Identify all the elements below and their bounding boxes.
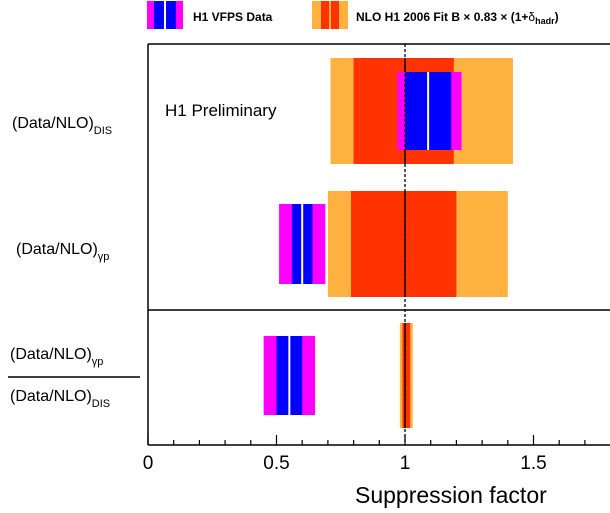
legend-nlo-swatch bbox=[312, 1, 348, 29]
row-label-gp: (Data/NLO)γp bbox=[16, 241, 109, 263]
legend-data-swatch bbox=[147, 1, 183, 29]
row-label-ratio-den-main: (Data/NLO) bbox=[10, 388, 92, 405]
legend-nlo-label: NLO H1 2006 Fit B × 0.83 × (1+δhadr) bbox=[356, 10, 559, 26]
legend-nlo-label-delta: δ bbox=[528, 10, 535, 24]
preliminary-annotation: H1 Preliminary bbox=[165, 101, 277, 120]
row-label-ratio-num-main: (Data/NLO) bbox=[10, 346, 92, 363]
row-label-ratio: (Data/NLO)γp (Data/NLO)DIS bbox=[8, 346, 140, 410]
legend-nlo-label-main: NLO H1 2006 Fit B × 0.83 × (1+ bbox=[356, 10, 528, 24]
bands bbox=[263, 58, 513, 428]
legend-data-swatch-line bbox=[164, 1, 166, 29]
legend-data-label: H1 VFPS Data bbox=[193, 10, 273, 24]
row-label-dis: (Data/NLO)DIS bbox=[12, 115, 112, 137]
row-label-dis-sub: DIS bbox=[94, 125, 112, 137]
row-label-gp-sub: γp bbox=[98, 251, 110, 263]
legend-nlo-swatch-line bbox=[329, 1, 331, 29]
row-label-ratio-numerator: (Data/NLO)γp bbox=[10, 346, 103, 368]
x-tick-label: 0 bbox=[143, 453, 154, 474]
x-tick-label: 1 bbox=[400, 453, 411, 474]
legend-nlo-label-sub: hadr bbox=[535, 16, 555, 26]
nlo-inner-band-gp bbox=[351, 191, 457, 297]
row-label-dis-main: (Data/NLO) bbox=[12, 115, 94, 132]
nlo-inner-band-ratio bbox=[402, 323, 411, 428]
row-label-gp-main: (Data/NLO) bbox=[16, 241, 98, 258]
plot-frame bbox=[147, 43, 610, 446]
x-tick-label: 0.5 bbox=[263, 453, 289, 474]
legend-nlo-label-close: ) bbox=[555, 10, 559, 24]
x-axis-label: Suppression factor bbox=[355, 482, 547, 508]
x-axis-ticks: 0 0.5 1 1.5 bbox=[143, 435, 610, 474]
x-tick-label: 1.5 bbox=[520, 453, 546, 474]
row-label-ratio-denominator: (Data/NLO)DIS bbox=[10, 388, 110, 410]
legend: H1 VFPS Data NLO H1 2006 Fit B × 0.83 × … bbox=[147, 1, 559, 29]
row-label-ratio-num-sub: γp bbox=[92, 356, 104, 368]
row-label-ratio-den-sub: DIS bbox=[92, 398, 110, 410]
